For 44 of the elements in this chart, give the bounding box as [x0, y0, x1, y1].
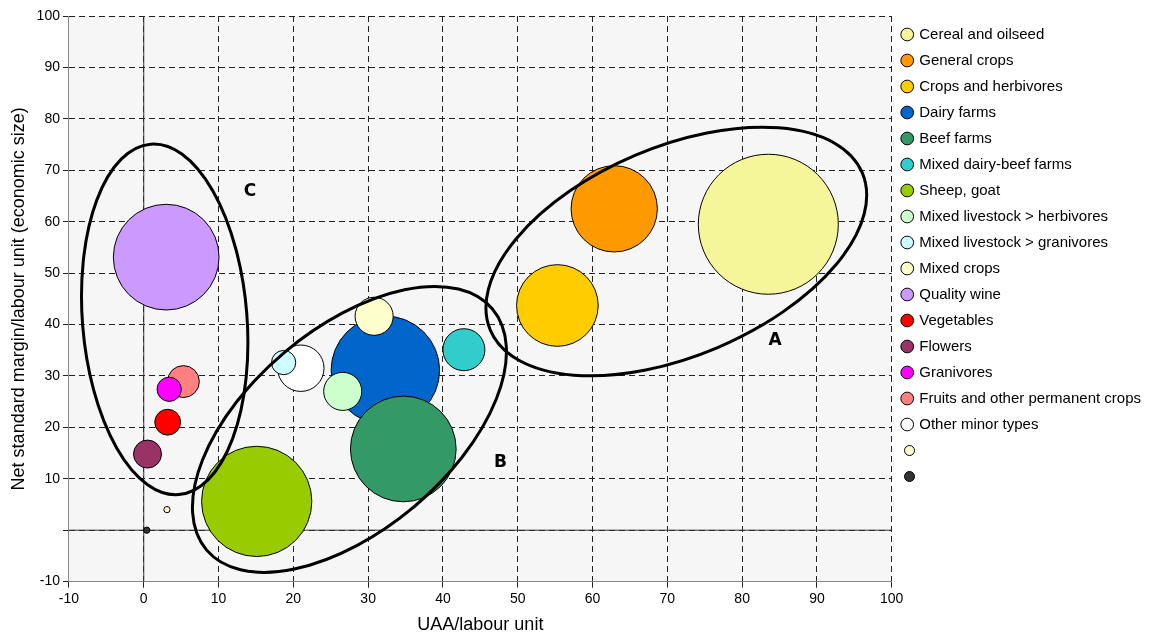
annotation: B: [494, 451, 508, 472]
y-tick-label: 10: [44, 469, 61, 486]
legend-label: Quality wine: [919, 284, 1001, 302]
legend-label: Mixed crops: [919, 258, 1001, 276]
legend-label: Cereal and oilseed: [919, 24, 1045, 42]
x-tick-label: 0: [139, 589, 148, 606]
x-tick-label: 100: [880, 589, 904, 606]
legend-label: Other minor types: [919, 414, 1039, 432]
x-tick-label: 80: [734, 589, 751, 606]
y-axis-title: Net standard margin/labour unit (economic size): [7, 107, 28, 491]
y-tick-label: -10: [39, 572, 61, 589]
legend-label: Flowers: [919, 336, 972, 354]
legend-label: Vegetables: [919, 310, 994, 328]
x-tick-label: 50: [509, 589, 526, 606]
legend-label: Sheep, goat: [919, 180, 1001, 198]
x-tick-label: 30: [360, 589, 377, 606]
y-tick-label: 100: [36, 6, 61, 23]
x-tick-label: 90: [809, 589, 825, 606]
legend-label: General crops: [919, 50, 1014, 68]
y-tick-label: 50: [44, 263, 61, 280]
y-tick-label: 90: [44, 58, 61, 75]
x-tick-label: 60: [584, 589, 601, 606]
legend-label: Mixed dairy-beef farms: [919, 154, 1072, 172]
legend-label: Beef farms: [919, 128, 992, 146]
legend-label: Mixed livestock > herbivores: [919, 206, 1109, 224]
legend-label: Granivores: [919, 362, 993, 380]
y-tick-label: 30: [44, 366, 61, 383]
x-tick-label: 20: [285, 589, 302, 606]
annotation: A: [768, 329, 783, 350]
x-tick-label: 40: [435, 589, 451, 606]
legend-label: Crops and herbivores: [919, 76, 1063, 94]
x-tick-label: 10: [210, 589, 227, 606]
y-tick-label: 20: [44, 418, 61, 435]
x-tick-label: -10: [58, 589, 80, 606]
y-tick-label: 80: [44, 109, 61, 126]
y-tick-label: 40: [44, 315, 61, 332]
y-tick-label: 70: [44, 161, 61, 178]
y-tick-label: 60: [44, 212, 61, 229]
x-axis-title: UAA/labour unit: [417, 614, 544, 635]
annotation: C: [243, 179, 257, 200]
x-tick-label: 70: [659, 589, 676, 606]
legend-label: Mixed livestock > granivores: [919, 232, 1109, 250]
legend-label: Fruits and other permanent crops: [919, 388, 1141, 406]
legend-label: Dairy farms: [919, 102, 996, 120]
